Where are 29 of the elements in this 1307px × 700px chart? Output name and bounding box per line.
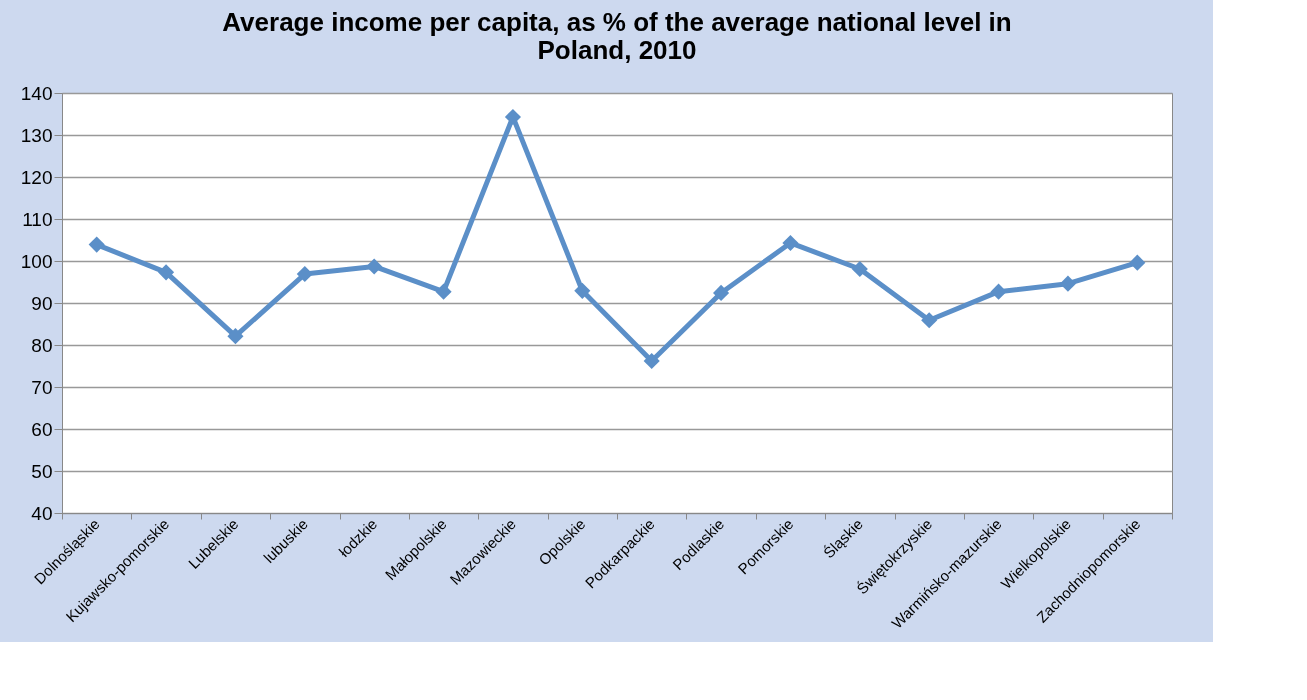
point [713,284,730,301]
point [158,264,175,281]
point [1059,275,1076,292]
y-tick-label: 60 [31,418,53,440]
y-tick-label: 130 [20,124,53,146]
point [88,236,105,253]
point [435,283,452,300]
text: Poland, 2010 [537,35,697,65]
y-tick-label: 100 [20,250,53,272]
point [366,258,383,275]
y-tick-label: 80 [31,334,53,356]
y-tick-label: 50 [31,460,53,482]
point [574,282,591,299]
point [990,283,1007,300]
y-tick-label: 110 [22,208,53,230]
point [851,260,868,278]
y-tick-label: 70 [31,376,53,398]
point [782,234,799,251]
y-tick-label: 140 [20,82,53,104]
y-tick-label: 90 [31,292,53,314]
point [1129,254,1146,271]
point [504,108,521,125]
point [227,328,244,345]
text: Average income per capita, as % of the average national level in [222,7,1012,37]
point [643,352,660,370]
point [296,265,313,283]
y-tick-label: 120 [20,166,53,188]
y-tick-label: 40 [31,502,53,524]
point [921,312,938,329]
